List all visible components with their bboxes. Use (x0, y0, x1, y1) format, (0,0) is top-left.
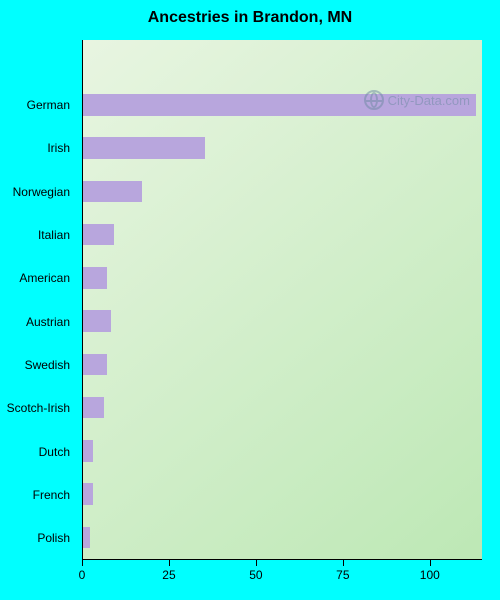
x-tick (430, 560, 431, 566)
bar-slot (83, 127, 482, 170)
bar (83, 137, 205, 159)
x-axis-label: 50 (249, 568, 262, 582)
x-tick (343, 560, 344, 566)
bar (83, 483, 93, 505)
x-axis-label: 25 (162, 568, 175, 582)
bar (83, 527, 90, 549)
bar-slot (83, 300, 482, 343)
y-axis-label: German (0, 83, 76, 126)
x-tick (169, 560, 170, 566)
x-axis-label: 0 (79, 568, 86, 582)
bar-slot (83, 213, 482, 256)
x-tick (82, 560, 83, 566)
y-axis-label: Norwegian (0, 170, 76, 213)
bar (83, 397, 104, 419)
bar (83, 354, 107, 376)
x-axis-label: 100 (420, 568, 440, 582)
chart-container: Ancestries in Brandon, MN GermanIrishNor… (0, 0, 500, 600)
y-axis-label: French (0, 473, 76, 516)
watermark-text: City-Data.com (388, 93, 470, 108)
y-axis-label: Irish (0, 127, 76, 170)
x-tick (256, 560, 257, 566)
globe-icon (364, 90, 384, 110)
bar-slot (83, 429, 482, 472)
y-axis-label: Italian (0, 213, 76, 256)
bar (83, 224, 114, 246)
y-axis-label: Dutch (0, 430, 76, 473)
watermark: City-Data.com (364, 90, 470, 110)
bar-slot (83, 170, 482, 213)
x-axis: 0 25 50 75 100 (82, 560, 482, 590)
bar (83, 440, 93, 462)
bars-layer (83, 40, 482, 559)
chart-title: Ancestries in Brandon, MN (0, 9, 500, 27)
bar-slot (83, 256, 482, 299)
bar-slot (83, 343, 482, 386)
y-axis-labels: GermanIrishNorwegianItalianAmericanAustr… (0, 40, 76, 560)
y-axis-label: Polish (0, 517, 76, 560)
plot-area: City-Data.com (82, 40, 482, 560)
bar-slot (83, 516, 482, 559)
y-axis-label: Austrian (0, 300, 76, 343)
y-axis-label: American (0, 257, 76, 300)
bar-slot (83, 473, 482, 516)
bar (83, 267, 107, 289)
x-axis-label: 75 (336, 568, 349, 582)
y-axis-label: Scotch-Irish (0, 387, 76, 430)
y-axis-label: Swedish (0, 343, 76, 386)
bar (83, 181, 142, 203)
bar-slot (83, 386, 482, 429)
bar (83, 310, 111, 332)
